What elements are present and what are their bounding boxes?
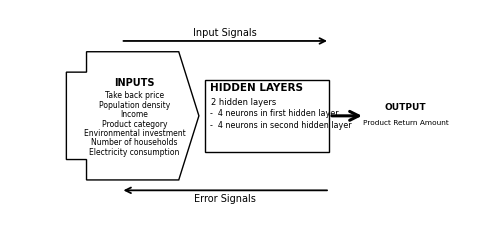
Text: Electricity consumption: Electricity consumption	[90, 148, 180, 157]
Text: Product category: Product category	[102, 120, 168, 129]
Text: Error Signals: Error Signals	[194, 194, 256, 204]
Text: Income: Income	[120, 110, 148, 119]
Text: OUTPUT: OUTPUT	[384, 103, 426, 112]
Text: Product Return Amount: Product Return Amount	[362, 120, 448, 126]
Text: -  4 neurons in first hidden layer: - 4 neurons in first hidden layer	[210, 109, 338, 118]
Text: Take back price: Take back price	[105, 91, 164, 100]
Text: Environmental investment: Environmental investment	[84, 129, 186, 138]
Text: 2 hidden layers: 2 hidden layers	[211, 98, 276, 107]
Bar	[205, 80, 329, 152]
Text: Number of households: Number of households	[92, 139, 178, 147]
Text: HIDDEN LAYERS: HIDDEN LAYERS	[210, 83, 303, 93]
Text: INPUTS: INPUTS	[114, 78, 155, 88]
Text: -  4 neurons in second hidden layer: - 4 neurons in second hidden layer	[210, 121, 352, 130]
Text: Population density: Population density	[99, 101, 170, 110]
Text: Input Signals: Input Signals	[194, 28, 257, 38]
